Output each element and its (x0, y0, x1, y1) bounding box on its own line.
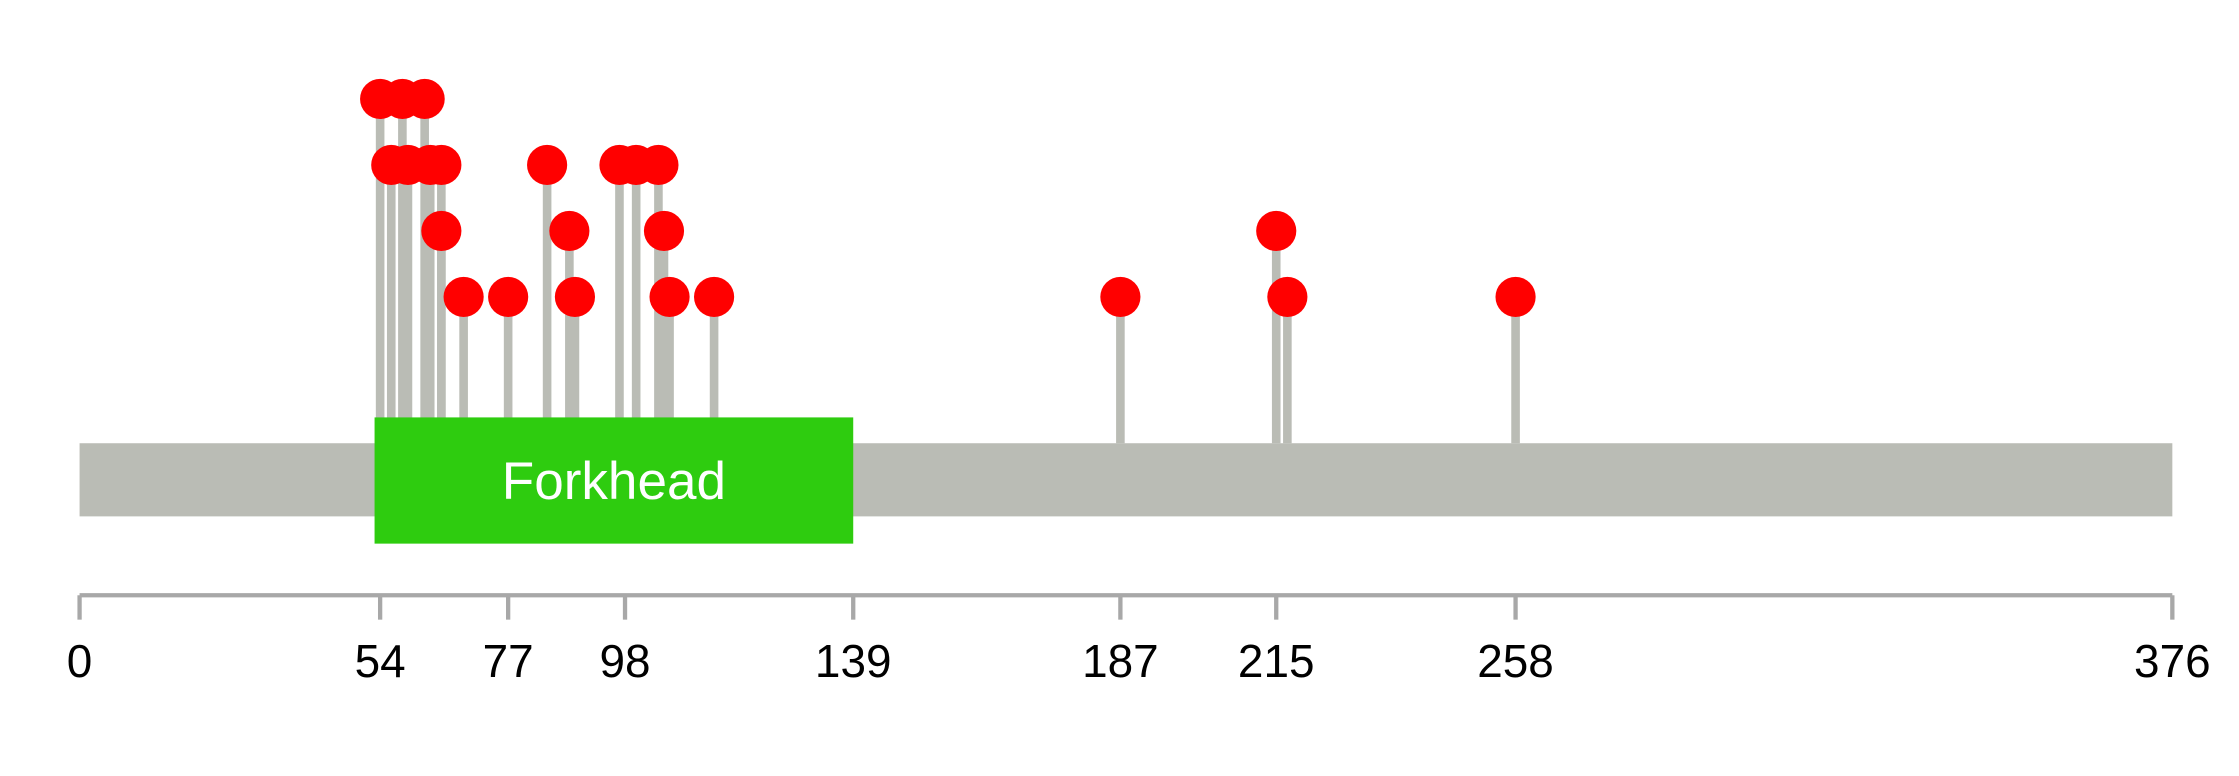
axis-tick-label: 54 (355, 635, 406, 687)
mutation-stem (570, 296, 580, 444)
mutation-marker[interactable] (1495, 276, 1536, 317)
mutation-stem (503, 296, 513, 444)
position-axis: 0 54 77 98 139 187 215 258 376 (67, 593, 2211, 687)
axis-tick-label: 98 (600, 635, 651, 687)
mutation-marker[interactable] (1256, 210, 1297, 252)
mutation-stem (459, 296, 468, 444)
mutation-stem (542, 164, 552, 444)
domain-label: Forkhead (502, 452, 726, 511)
mutation-markers (360, 78, 1536, 317)
mutation-marker[interactable] (421, 144, 462, 186)
mutation-stem (1271, 230, 1281, 444)
mutation-marker[interactable] (527, 144, 568, 186)
mutation-marker[interactable] (421, 210, 462, 252)
axis-tick-label: 77 (483, 635, 534, 687)
mutation-stem (615, 164, 624, 444)
domains: Forkhead (374, 417, 854, 544)
axis-tick-label: 139 (815, 635, 892, 687)
mutation-stem (375, 98, 385, 444)
mutation-stem (631, 164, 641, 444)
mutation-stem (1511, 296, 1520, 444)
mutation-marker[interactable] (643, 210, 685, 252)
mutation-marker[interactable] (488, 276, 529, 317)
mutation-stem (665, 296, 674, 444)
domain-forkhead[interactable] (374, 417, 854, 544)
mutation-marker[interactable] (404, 78, 445, 120)
stems (375, 98, 1520, 444)
mutation-marker[interactable] (549, 210, 590, 252)
mutation-stem (1283, 296, 1292, 444)
axis-tick-label: 187 (1082, 635, 1159, 687)
axis-tick-label: 0 (67, 635, 93, 687)
mutation-stem (659, 230, 669, 444)
axis-tick-label: 258 (1477, 635, 1554, 687)
mutation-marker[interactable] (443, 276, 484, 317)
mutation-marker[interactable] (638, 144, 679, 186)
mutation-marker[interactable] (1100, 276, 1141, 317)
mutation-stem (709, 296, 719, 444)
mutation-marker[interactable] (1267, 276, 1308, 317)
mutation-stem (398, 98, 407, 444)
mutation-stem (425, 164, 435, 444)
mutation-stem (565, 230, 574, 444)
mutation-stem (420, 98, 429, 444)
axis-tick-label: 376 (2134, 635, 2211, 687)
mutation-stem (437, 230, 446, 444)
mutation-marker[interactable] (554, 276, 596, 317)
mutation-marker[interactable] (694, 276, 735, 317)
mutation-stem (1116, 296, 1125, 444)
mutation-marker[interactable] (649, 276, 690, 317)
mutation-stem (403, 164, 413, 444)
axis-tick-label: 215 (1238, 635, 1315, 687)
mutation-stem (386, 164, 396, 444)
